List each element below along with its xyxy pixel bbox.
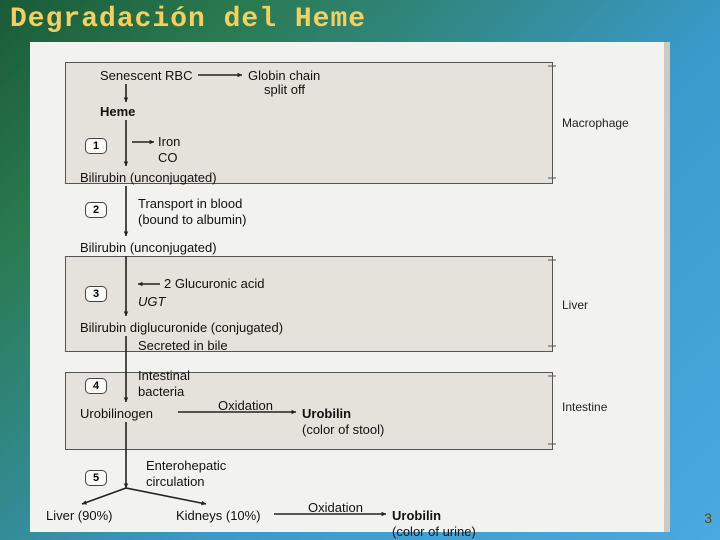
- node-oxidation1: Oxidation: [218, 398, 273, 413]
- node-heme: Heme: [100, 104, 135, 119]
- node-ugt: UGT: [138, 294, 165, 309]
- node-color_urine: (color of urine): [392, 524, 476, 539]
- diagram-panel: Macrophage Liver Intestine Senescent RBC Glo…: [30, 42, 670, 532]
- region-label-intestine: Intestine: [562, 400, 607, 414]
- node-senescent_rbc: Senescent RBC: [100, 68, 193, 83]
- node-iron: Iron: [158, 134, 180, 149]
- node-color_stool: (color of stool): [302, 422, 384, 437]
- node-oxidation2: Oxidation: [308, 500, 363, 515]
- node-urobilin2: Urobilin: [392, 508, 441, 523]
- node-bili_diglu: Bilirubin diglucuronide (conjugated): [80, 320, 283, 335]
- step-badge-2: 2: [85, 202, 107, 218]
- node-intestinal: Intestinal: [138, 368, 190, 383]
- step-badge-3: 3: [85, 286, 107, 302]
- node-globin_split2: split off: [264, 82, 305, 97]
- node-kidneys_pct: Kidneys (10%): [176, 508, 261, 523]
- node-glucuronic: 2 Glucuronic acid: [164, 276, 264, 291]
- node-transport2: (bound to albumin): [138, 212, 246, 227]
- step-badge-1: 1: [85, 138, 107, 154]
- node-transport1: Transport in blood: [138, 196, 242, 211]
- page-number: 3: [704, 510, 712, 526]
- step-badge-5: 5: [85, 470, 107, 486]
- node-globin_split1: Globin chain: [248, 68, 320, 83]
- node-secreted: Secreted in bile: [138, 338, 228, 353]
- slide-title: Degradación del Heme: [10, 4, 366, 35]
- region-label-liver: Liver: [562, 298, 588, 312]
- node-urobilinogen: Urobilinogen: [80, 406, 153, 421]
- node-co: CO: [158, 150, 178, 165]
- node-entero1: Enterohepatic: [146, 458, 226, 473]
- node-bacteria: bacteria: [138, 384, 184, 399]
- step-badge-4: 4: [85, 378, 107, 394]
- node-urobilin1: Urobilin: [302, 406, 351, 421]
- node-bili_unconj1: Bilirubin (unconjugated): [80, 170, 217, 185]
- node-bili_unconj2: Bilirubin (unconjugated): [80, 240, 217, 255]
- node-entero2: circulation: [146, 474, 205, 489]
- node-liver_pct: Liver (90%): [46, 508, 112, 523]
- region-label-macrophage: Macrophage: [562, 116, 629, 130]
